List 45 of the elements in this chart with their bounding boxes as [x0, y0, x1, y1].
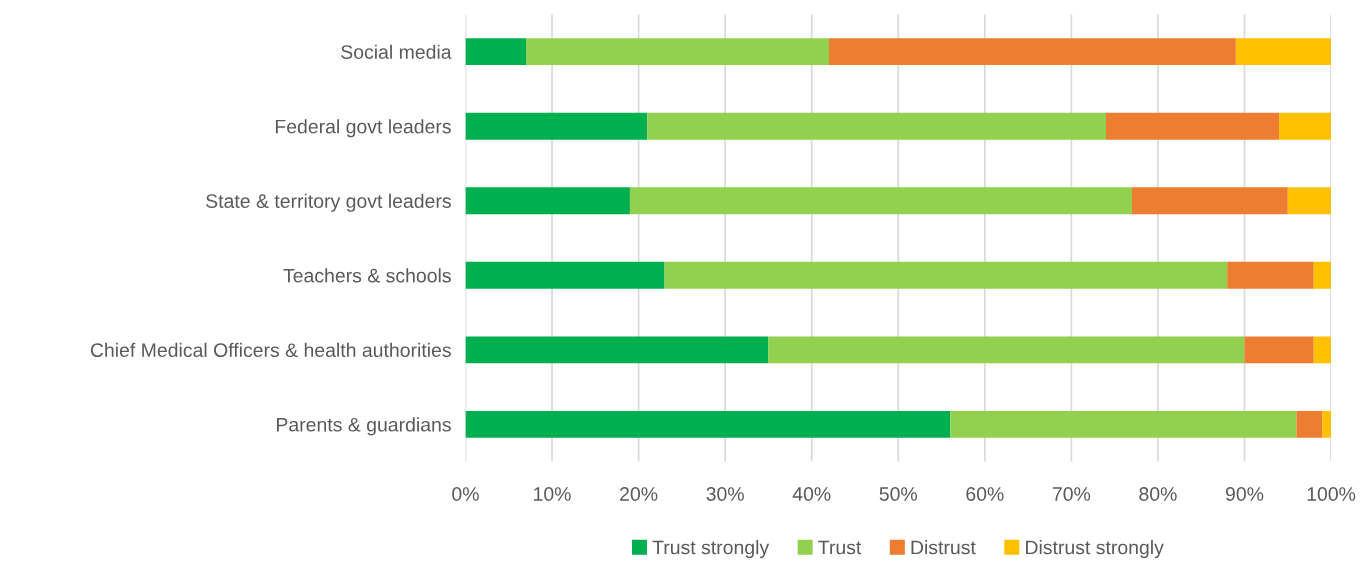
bar: [465, 261, 665, 289]
x-tick-label: 60%: [966, 487, 1004, 501]
bar: [768, 336, 1245, 364]
x-tick-label: 100%: [1307, 487, 1356, 501]
bar: [1244, 336, 1314, 364]
bar: [465, 112, 648, 140]
y-tick-label: Parents & guardians: [276, 417, 451, 436]
bar: [629, 187, 1132, 215]
y-tick-label: Teachers & schools: [283, 268, 451, 283]
bar: [465, 336, 769, 364]
bar: [1235, 38, 1332, 66]
bar: [526, 38, 830, 66]
bar: [1279, 112, 1332, 140]
y-tick-label: Federal govt leaders: [275, 119, 451, 138]
bar: [1131, 187, 1288, 215]
y-tick-label: Chief Medical Officers & health authorities: [90, 342, 451, 358]
x-tick-label: 0%: [452, 487, 479, 501]
bar: [465, 38, 527, 66]
bar: [1227, 261, 1314, 289]
bar: [465, 410, 951, 438]
bar: [950, 410, 1297, 438]
x-tick-label: 80%: [1139, 487, 1177, 501]
bar: [1322, 410, 1332, 438]
bar: [465, 187, 630, 215]
bar: [1106, 112, 1280, 140]
bar: [1287, 187, 1332, 215]
bar: [1313, 336, 1332, 364]
y-tick-label: State & territory govt leaders: [206, 193, 451, 212]
x-tick-label: 90%: [1225, 487, 1264, 501]
bar: [1313, 261, 1332, 289]
legend-label: Trust strongly: [652, 540, 770, 559]
x-tick-label: 10%: [534, 487, 571, 501]
bar: [647, 112, 1106, 140]
legend-label: Distrust strongly: [1026, 540, 1164, 559]
x-tick-label: 30%: [706, 487, 744, 501]
legend-label: Distrust: [911, 540, 976, 555]
x-tick-label: 40%: [792, 487, 831, 501]
x-tick-label: 50%: [879, 487, 918, 501]
bar: [829, 38, 1236, 66]
bar: [1296, 410, 1323, 438]
legend-label: Trust: [818, 540, 862, 555]
x-tick-label: 20%: [620, 487, 658, 501]
x-tick-label: 70%: [1052, 487, 1091, 501]
y-tick-label: Social media: [341, 44, 452, 59]
bar: [664, 261, 1228, 289]
